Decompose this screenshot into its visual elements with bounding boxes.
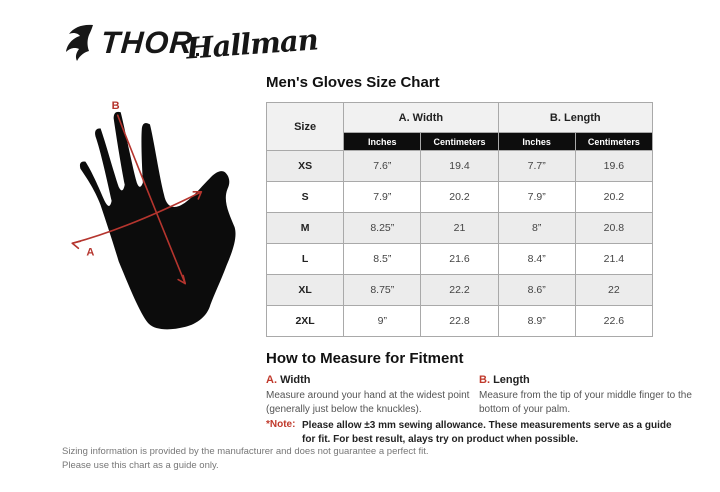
width-inches-cell: 8.75” (343, 274, 422, 306)
note-label: *Note: (266, 419, 296, 430)
width-inches-cell: 8.5” (343, 243, 422, 275)
measure-length-title: B. Length (479, 374, 709, 386)
size-cell: S (265, 181, 345, 213)
hallman-logo: Hallman (184, 22, 319, 66)
measure-line-b-arrow (177, 274, 187, 285)
footer-line-1: Sizing information is provided by the ma… (62, 446, 429, 457)
width-centimeters-cell: 22.2 (420, 274, 499, 306)
table-row-s: S 7.9” 20.2 7.9” 20.2 (265, 181, 654, 213)
measure-width-title: A. Width (266, 374, 474, 386)
length-inches-cell: 7.9” (497, 181, 576, 213)
table-row-xl: XL 8.75” 22.2 8.6” 22 (265, 274, 654, 306)
width-inches-cell: 7.9” (343, 181, 422, 213)
width-inches-cell: 9” (343, 305, 422, 337)
length-centimeters-cell: 22 (574, 274, 654, 306)
size-cell: XS (265, 150, 345, 182)
measure-line-a-arrow-right (192, 191, 203, 200)
length-centimeters-cell: 21.4 (574, 243, 654, 275)
length-inches-cell: 7.7” (497, 150, 576, 182)
measure-line-b (116, 114, 187, 285)
length-inches-cell: 8” (497, 212, 576, 244)
size-cell: 2XL (265, 305, 345, 337)
width-inches-cell: 8.25” (343, 212, 422, 244)
width-centimeters-cell: 20.2 (420, 181, 499, 213)
length-inches-cell: 8.9” (497, 305, 576, 337)
fitment-note: *Note: Please allow ±3 mm sewing allowan… (266, 419, 686, 447)
measure-length-text: Measure from the tip of your middle fing… (479, 390, 692, 415)
size-cell: L (265, 243, 345, 275)
column-header-size: Size (265, 102, 345, 151)
column-header-length-centimeters: Centimeters (574, 132, 654, 151)
table-row-xs: XS 7.6” 19.4 7.7” 19.6 (265, 150, 654, 182)
width-centimeters-cell: 19.4 (420, 150, 499, 182)
thor-wordmark: THOR (99, 25, 195, 60)
size-cell: M (265, 212, 345, 244)
measure-length-block: B. Length Measure from the tip of your m… (479, 374, 709, 416)
column-header-width-inches: Inches (343, 132, 422, 151)
thor-trademark-dot (195, 53, 199, 56)
note-text: Please allow ±3 mm sewing allowance. The… (302, 420, 672, 445)
length-centimeters-cell: 19.6 (574, 150, 654, 182)
width-inches-cell: 7.6” (343, 150, 422, 182)
length-centimeters-cell: 22.6 (574, 305, 654, 337)
thor-helmet-icon (66, 24, 93, 61)
width-centimeters-cell: 21 (420, 212, 499, 244)
thor-logo: THOR (62, 22, 199, 64)
measure-label-b: B (112, 100, 120, 112)
measure-width-block: A. Width Measure around your hand at the… (266, 374, 474, 416)
length-inches-cell: 8.4” (497, 243, 576, 275)
measure-line-a-arrow-left (71, 240, 82, 250)
measure-width-prefix: A. (266, 374, 277, 386)
column-header-width-group: A. Width (343, 102, 499, 133)
table-row-m: M 8.25” 21 8” 20.8 (265, 212, 654, 244)
length-centimeters-cell: 20.2 (574, 181, 654, 213)
hand-silhouette (79, 111, 236, 330)
measure-line-a (71, 191, 203, 245)
size-chart-table: Size A. Width B. Length Inches Centimete… (265, 102, 654, 337)
length-inches-cell: 8.6” (497, 274, 576, 306)
measure-length-prefix: B. (479, 374, 490, 386)
table-row-l: L 8.5” 21.6 8.4” 21.4 (265, 243, 654, 275)
measure-length-label: Length (493, 374, 530, 386)
glove-measurement-diagram: B A (71, 100, 236, 330)
column-header-length-group: B. Length (497, 102, 654, 133)
column-header-width-centimeters: Centimeters (420, 132, 499, 151)
fitment-heading: How to Measure for Fitment (266, 350, 464, 367)
width-centimeters-cell: 22.8 (420, 305, 499, 337)
length-centimeters-cell: 20.8 (574, 212, 654, 244)
footer-disclaimer: Sizing information is provided by the ma… (62, 445, 429, 473)
column-header-length-inches: Inches (497, 132, 576, 151)
table-row-2xl: 2XL 9” 22.8 8.9” 22.6 (265, 305, 654, 337)
size-cell: XL (265, 274, 345, 306)
measure-width-text: Measure around your hand at the widest p… (266, 390, 470, 415)
table-group-header-row: Size A. Width B. Length (265, 102, 654, 151)
measure-width-label: Width (280, 374, 311, 386)
measure-label-a: A (86, 246, 94, 258)
footer-line-2: Please use this chart as a guide only. (62, 459, 219, 471)
width-centimeters-cell: 21.6 (420, 243, 499, 275)
page-title: Men's Gloves Size Chart (266, 74, 440, 91)
